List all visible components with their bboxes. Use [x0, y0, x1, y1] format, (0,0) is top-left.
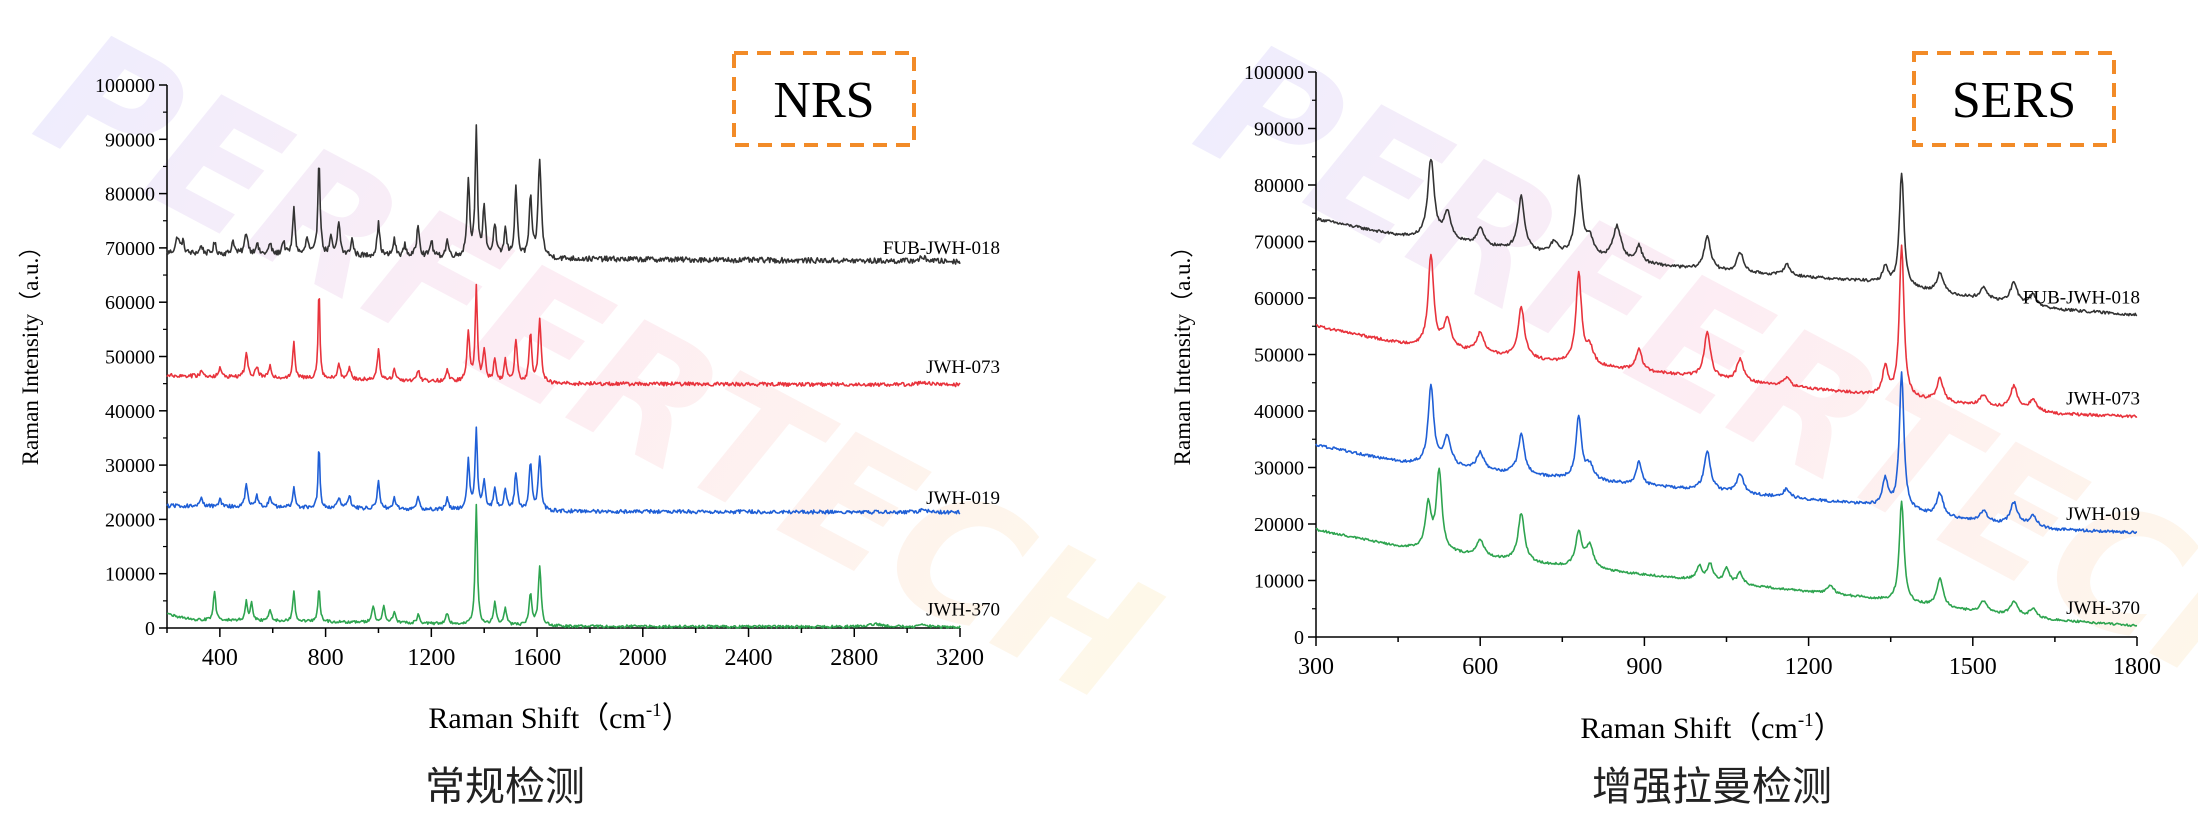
y-tick-label: 0 [145, 618, 155, 640]
y-tick-label: 100000 [1244, 62, 1304, 84]
y-tick-label: 20000 [1254, 514, 1304, 536]
series-label: JWH-019 [926, 488, 1000, 509]
y-axis-title: Raman Intensity（a.u.） [1170, 235, 1195, 466]
series-label: JWH-073 [926, 357, 1000, 378]
x-tick-label: 2800 [830, 645, 878, 671]
x-tick-label: 2000 [619, 645, 667, 671]
x-tick-label: 1200 [1785, 654, 1833, 680]
y-tick-label: 20000 [105, 509, 155, 531]
x-tick-label: 1200 [407, 645, 455, 671]
y-tick-label: 60000 [1254, 288, 1304, 310]
series-line-jwh-019 [1315, 371, 2138, 535]
x-tick-label: 800 [308, 645, 344, 671]
y-tick-label: 0 [1294, 627, 1304, 649]
series-line-fub-jwh-018 [1315, 158, 2138, 317]
series-line-jwh-019 [166, 426, 961, 515]
y-tick-label: 80000 [1254, 175, 1304, 197]
x-tick-label: 3200 [936, 645, 984, 671]
y-tick-label: 80000 [105, 184, 155, 206]
nrs-chart-panel: 0 10000 20000 30000 40000 50000 60000 70000 8000… [18, 51, 1000, 810]
y-tick-label: 90000 [105, 129, 155, 151]
y-tick-label: 30000 [105, 455, 155, 477]
series-label: JWH-370 [2066, 598, 2140, 619]
method-badge-border [1912, 51, 2116, 147]
y-tick-label: 50000 [105, 347, 155, 369]
x-axis-title: Raman Shift（cm-1） [1580, 710, 1843, 745]
series-line-jwh-073 [166, 283, 961, 388]
y-axis-title: Raman Intensity（a.u.） [18, 235, 43, 466]
series-label: FUB-JWH-018 [883, 238, 1000, 259]
x-tick-label: 400 [202, 645, 238, 671]
y-tick-label: 60000 [105, 292, 155, 314]
y-tick-label: 70000 [105, 238, 155, 260]
panel-caption: 常规检测 [425, 764, 585, 810]
x-tick-label: 900 [1626, 654, 1662, 680]
y-tick-label: 90000 [1254, 119, 1304, 141]
y-tick-label: 10000 [105, 564, 155, 586]
x-tick-label: 1600 [513, 645, 561, 671]
x-tick-label: 2400 [725, 645, 773, 671]
y-tick-label: 40000 [1254, 401, 1304, 423]
series-label: JWH-019 [2066, 504, 2140, 525]
series-label: JWH-073 [2066, 389, 2140, 410]
method-badge-label: NRS [773, 72, 874, 129]
y-tick-label: 50000 [1254, 345, 1304, 367]
x-tick-label: 1800 [2113, 654, 2161, 680]
series-line-jwh-370 [166, 503, 961, 629]
y-tick-label: 100000 [95, 75, 155, 97]
watermark-text: PERFERTECH [9, 0, 1185, 744]
x-tick-label: 1500 [1949, 654, 1997, 680]
method-badge-label: SERS [1952, 72, 2076, 129]
y-tick-label: 70000 [1254, 232, 1304, 254]
y-tick-label: 40000 [105, 401, 155, 423]
series-label: FUB-JWH-018 [2023, 288, 2140, 309]
x-tick-label: 300 [1298, 654, 1334, 680]
x-tick-label: 600 [1462, 654, 1498, 680]
series-line-jwh-370 [1315, 467, 2138, 628]
series-line-fub-jwh-018 [166, 124, 961, 265]
panel-caption: 增强拉曼检测 [1592, 764, 1832, 810]
sers-chart-panel: 0 10000 20000 30000 40000 50000 60000 70000 8000… [1170, 51, 2161, 810]
series-line-jwh-073 [1316, 244, 2138, 419]
x-axis-title: Raman Shift（cm-1） [428, 700, 691, 735]
series-label: JWH-370 [926, 600, 1000, 621]
y-tick-label: 10000 [1254, 571, 1304, 593]
y-tick-label: 30000 [1254, 458, 1304, 480]
